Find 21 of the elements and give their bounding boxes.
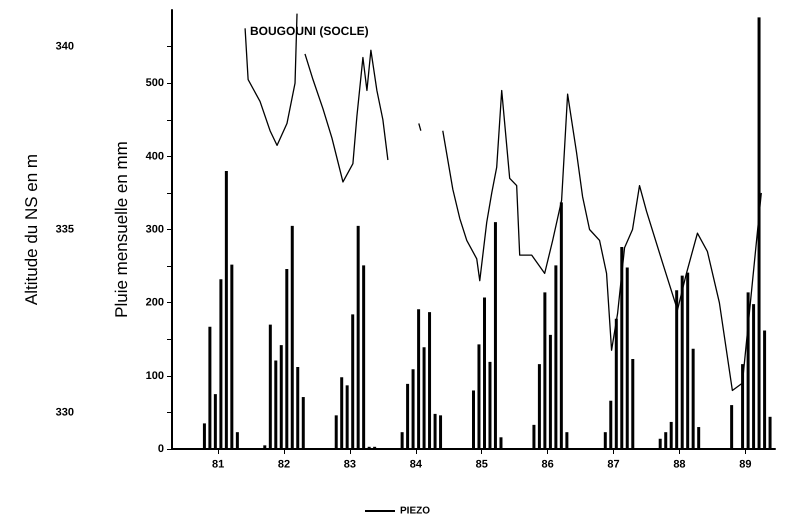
y-tick-label: 500 — [146, 77, 164, 90]
y2-tick-label: 335 — [56, 224, 74, 236]
y2-tick-label: 330 — [56, 406, 74, 418]
y-tick-label: 300 — [146, 224, 164, 236]
x-tick-label: 87 — [607, 458, 620, 470]
x-tick-label: 85 — [476, 458, 488, 470]
y-tick-label: 200 — [146, 296, 164, 309]
x-tick-label: 82 — [278, 458, 290, 470]
x-tick-label: 84 — [410, 458, 423, 470]
legend-label: PIEZO — [400, 506, 430, 516]
x-tick-label: 83 — [344, 458, 356, 470]
y2-tick-label: 340 — [56, 40, 74, 53]
y-tick-label: 0 — [158, 443, 164, 455]
y-tick-label: 400 — [146, 150, 164, 162]
y-tick-label: 100 — [146, 370, 164, 382]
y2-axis-title: Altitude du NS en m — [22, 154, 41, 306]
x-tick-label: 89 — [739, 458, 752, 470]
x-tick-label: 88 — [673, 458, 686, 470]
y-axis-title: Pluie mensuelle en mm — [112, 141, 131, 318]
x-tick-label: 86 — [542, 458, 554, 470]
x-tick-label: 81 — [212, 458, 224, 470]
